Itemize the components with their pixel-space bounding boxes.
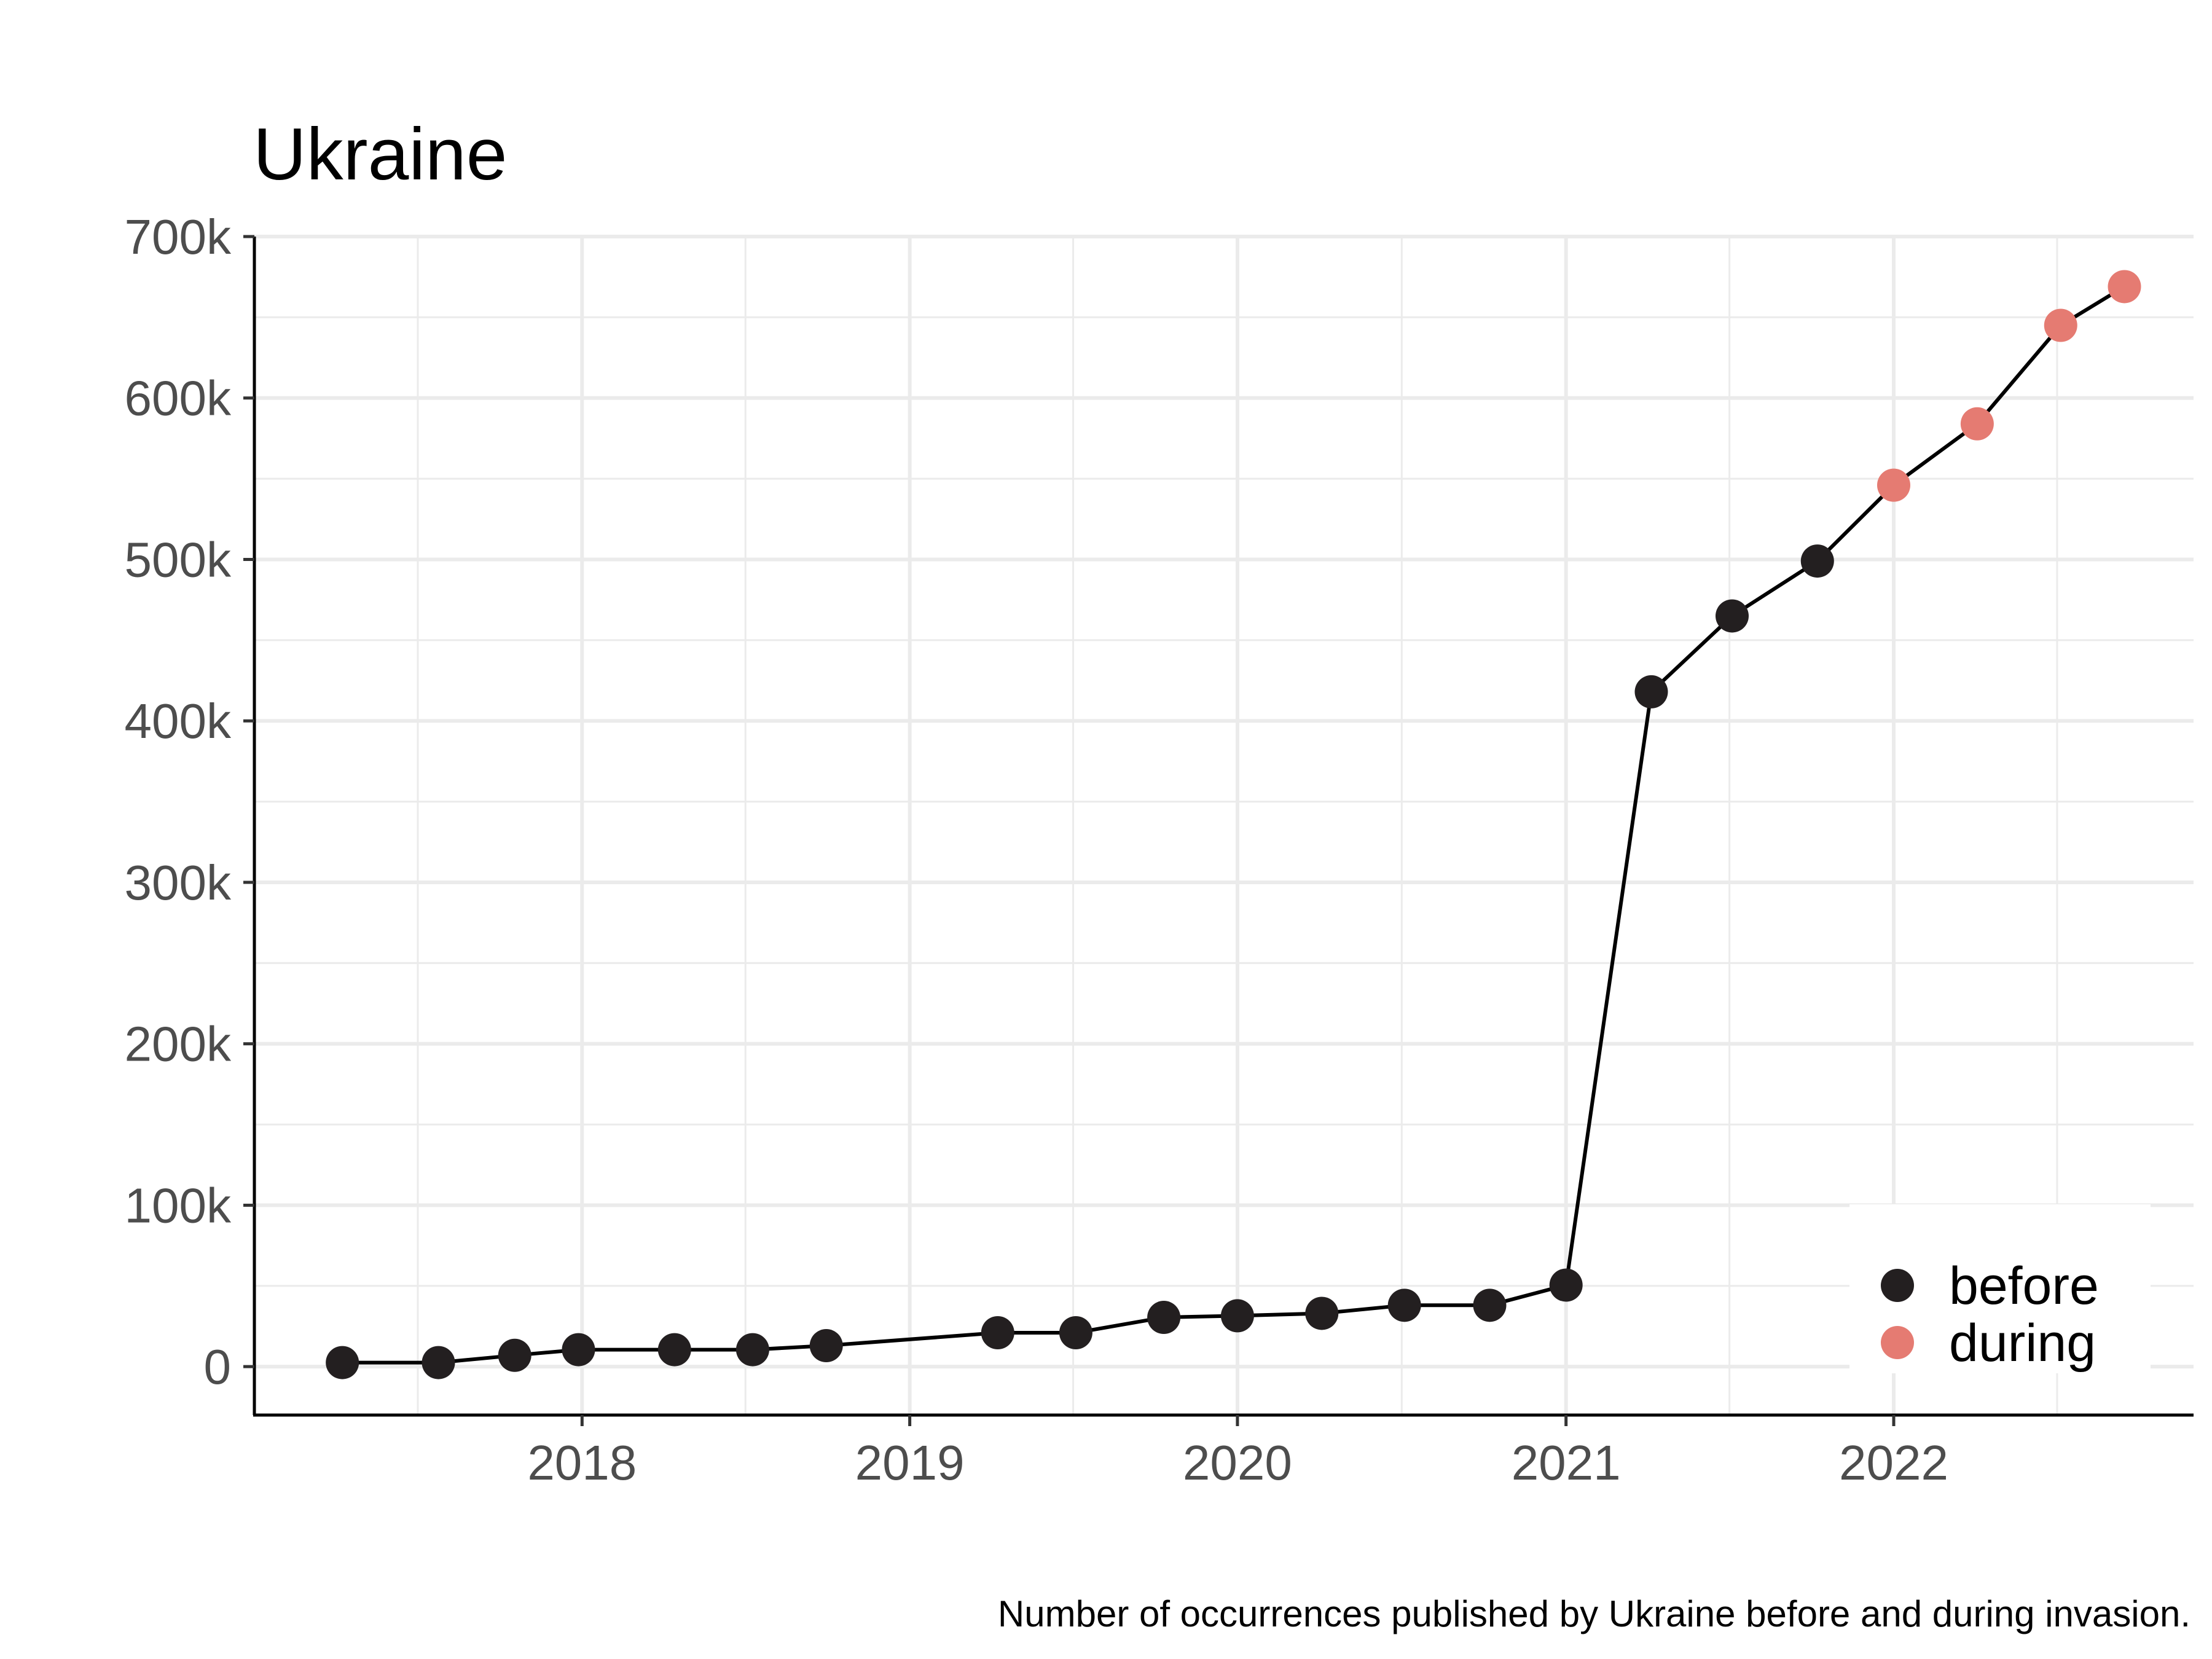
data-point-before (1147, 1301, 1181, 1335)
y-tick-label: 300k (125, 855, 232, 910)
data-point-before (1387, 1288, 1421, 1322)
data-point-before (1059, 1316, 1092, 1350)
x-tick-label: 2020 (1183, 1435, 1292, 1490)
data-point-before (981, 1316, 1014, 1350)
axes (253, 237, 2194, 1417)
data-point-during (2108, 270, 2141, 304)
legend-label-before: before (1949, 1257, 2099, 1316)
y-tick-label: 400k (125, 694, 232, 748)
data-point-before (1549, 1268, 1583, 1302)
chart-caption: Number of occurrences published by Ukrai… (998, 1593, 2190, 1634)
legend-label-during: during (1949, 1314, 2096, 1373)
data-point-during (1877, 468, 1910, 502)
series-line (342, 284, 2126, 1365)
y-tick-label: 0 (204, 1339, 232, 1394)
data-point-before (1220, 1299, 1254, 1333)
data-point-before (1473, 1288, 1507, 1322)
y-tick-label: 600k (125, 371, 232, 426)
data-point-before (809, 1329, 843, 1363)
data-point-before (498, 1338, 531, 1372)
data-point-before (657, 1333, 691, 1367)
y-tick-label: 200k (125, 1017, 232, 1072)
y-tick-label: 700k (125, 210, 232, 264)
series-line-path (342, 284, 2126, 1365)
data-point-before (562, 1333, 595, 1367)
x-tick-label: 2019 (855, 1435, 965, 1490)
x-tick-label: 2018 (527, 1435, 637, 1490)
data-point-before (326, 1346, 359, 1379)
data-point-before (735, 1333, 769, 1367)
data-point-before (422, 1346, 455, 1379)
x-tick-label: 2021 (1512, 1435, 1621, 1490)
x-tick-label: 2022 (1839, 1435, 1948, 1490)
tick-labels: 0 100k 200k 300k 400k 500k 600k 700k 2018 2019 202… (125, 210, 1948, 1490)
y-tick-label: 100k (125, 1178, 232, 1233)
y-tick-label: 500k (125, 532, 232, 587)
data-point-before (1634, 675, 1668, 708)
legend: before during (1849, 1204, 2151, 1373)
data-points (326, 270, 2141, 1379)
data-point-before (1800, 544, 1834, 578)
data-point-before (1305, 1296, 1339, 1330)
data-point-during (1960, 407, 1994, 441)
data-point-before (1715, 599, 1749, 633)
legend-key-during (1881, 1326, 1914, 1359)
chart-title: Ukraine (253, 113, 508, 195)
data-point-during (2044, 308, 2077, 342)
legend-key-before (1881, 1269, 1914, 1302)
